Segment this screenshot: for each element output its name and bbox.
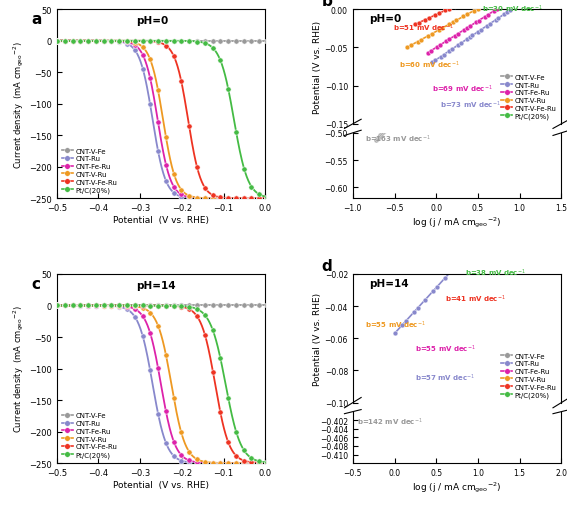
Text: pH=14: pH=14 [136,280,176,290]
Legend: CNT-V-Fe, CNT-Ru, CNT-Fe-Ru, CNT-V-Ru, CNT-V-Fe-Ru, Pt/C(20%): CNT-V-Fe, CNT-Ru, CNT-Fe-Ru, CNT-V-Ru, C… [500,73,558,121]
X-axis label: log (j / mA cm$_\mathrm{geo}$$^{-2}$): log (j / mA cm$_\mathrm{geo}$$^{-2}$) [412,480,502,494]
Text: b=55 mV dec$^{-1}$: b=55 mV dec$^{-1}$ [416,343,476,354]
Text: b=60 mV dec$^{-1}$: b=60 mV dec$^{-1}$ [399,60,460,71]
Y-axis label: Potential (V vs. RHE): Potential (V vs. RHE) [313,21,322,114]
Text: b=51 mV dec$^{-1}$: b=51 mV dec$^{-1}$ [393,23,454,34]
Text: a: a [32,12,42,27]
Text: b=163 mV dec$^{-1}$: b=163 mV dec$^{-1}$ [365,133,431,144]
Text: d: d [321,258,332,273]
Text: pH=14: pH=14 [370,278,409,288]
Text: b: b [321,0,332,9]
Text: c: c [32,276,41,291]
X-axis label: Potential  (V vs. RHE): Potential (V vs. RHE) [113,215,209,224]
Legend: CNT-V-Fe, CNT-Ru, CNT-Fe-Ru, CNT-V-Ru, CNT-V-Fe-Ru, Pt/C(20%): CNT-V-Fe, CNT-Ru, CNT-Fe-Ru, CNT-V-Ru, C… [60,146,120,195]
Text: pH=0: pH=0 [370,14,402,23]
Text: b=38 mV dec$^{-1}$: b=38 mV dec$^{-1}$ [466,267,526,278]
Y-axis label: Current density  (mA cm$_\mathrm{geo}$$^{-2}$): Current density (mA cm$_\mathrm{geo}$$^{… [12,41,26,168]
X-axis label: log (j / mA cm$_\mathrm{geo}$$^{-2}$): log (j / mA cm$_\mathrm{geo}$$^{-2}$) [412,215,502,230]
Legend: CNT-V-Fe, CNT-Ru, CNT-Fe-Ru, CNT-V-Ru, CNT-V-Fe-Ru, Pt/C(20%): CNT-V-Fe, CNT-Ru, CNT-Fe-Ru, CNT-V-Ru, C… [60,410,120,460]
Text: b=41 mV dec$^{-1}$: b=41 mV dec$^{-1}$ [445,293,505,304]
Legend: CNT-V-Fe, CNT-Ru, CNT-Fe-Ru, CNT-V-Ru, CNT-V-Fe-Ru, Pt/C(20%): CNT-V-Fe, CNT-Ru, CNT-Fe-Ru, CNT-V-Ru, C… [500,352,558,400]
Text: b=73 mV dec$^{-1}$: b=73 mV dec$^{-1}$ [441,99,501,110]
Y-axis label: Current density  (mA cm$_\mathrm{geo}$$^{-2}$): Current density (mA cm$_\mathrm{geo}$$^{… [12,305,26,433]
Text: b=57 mV dec$^{-1}$: b=57 mV dec$^{-1}$ [416,372,476,383]
Text: b=142 mV dec$^{-1}$: b=142 mV dec$^{-1}$ [357,416,423,427]
Text: b=30 mV dec$^{-1}$: b=30 mV dec$^{-1}$ [482,4,543,15]
Text: b=69 mV dec$^{-1}$: b=69 mV dec$^{-1}$ [432,84,493,95]
Y-axis label: Potential (V vs. RHE): Potential (V vs. RHE) [313,292,322,385]
Text: pH=0: pH=0 [136,16,168,26]
X-axis label: Potential  (V vs. RHE): Potential (V vs. RHE) [113,480,209,489]
Text: b=55 mV dec$^{-1}$: b=55 mV dec$^{-1}$ [365,319,426,330]
